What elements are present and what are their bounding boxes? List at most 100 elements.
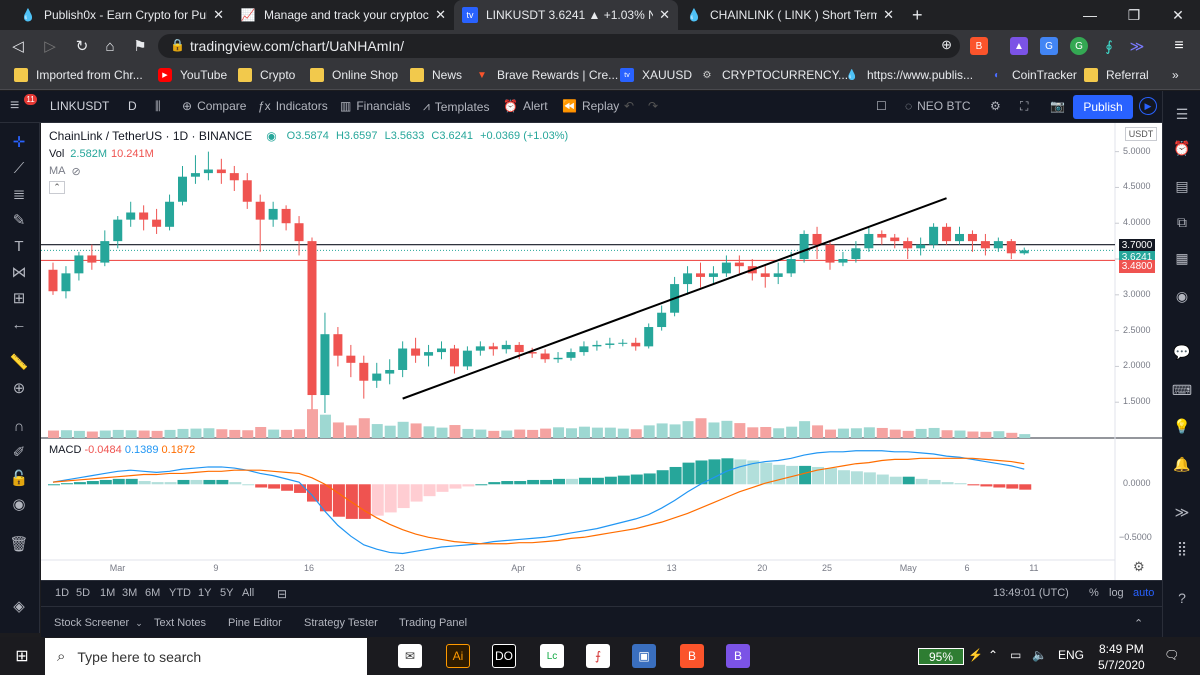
calendar-icon[interactable]: ▦ (1175, 249, 1189, 266)
clock[interactable]: 13:49:01 (UTC) (993, 587, 1069, 599)
close-window-icon[interactable]: ✕ (1172, 6, 1184, 23)
percent-toggle[interactable]: % (1089, 587, 1099, 599)
ruler-icon[interactable]: 📏 (9, 354, 29, 371)
prediction-icon[interactable]: ⊞ (12, 290, 26, 307)
bookmark-xauusd[interactable]: tv XAUUSD (620, 68, 692, 82)
currency-label[interactable]: USDT (1125, 127, 1157, 141)
layers-icon[interactable]: ◈ (13, 598, 25, 615)
zoom-icon[interactable]: ⊕ (941, 37, 952, 52)
log-toggle[interactable]: log (1109, 587, 1124, 599)
goto-date-icon[interactable]: ⊟ (277, 587, 288, 601)
tab-pine-editor[interactable]: Pine Editor (228, 617, 282, 629)
chart-type-icon[interactable]: ⫼ (155, 99, 161, 113)
close-icon[interactable]: ✕ (435, 7, 446, 22)
bookmark-news[interactable]: News (410, 68, 462, 82)
price-chart[interactable] (41, 123, 1162, 580)
publish-button[interactable]: Publish (1073, 95, 1133, 119)
fullscreen-icon[interactable]: ⛶ (1020, 99, 1029, 113)
language-indicator[interactable]: ENG (1058, 648, 1085, 662)
close-icon[interactable]: ✕ (213, 7, 224, 22)
alerts-clock-icon[interactable]: ⏰ (1173, 139, 1191, 156)
fib-icon[interactable]: ≣ (12, 186, 26, 203)
translate-icon[interactable]: G (1040, 37, 1058, 55)
layout-icon[interactable]: ☐ (876, 99, 887, 113)
legend-collapse[interactable]: ⌃ (49, 179, 572, 195)
sidebar-toggle-icon[interactable]: ◁ (12, 38, 24, 55)
lock-draw-icon[interactable]: ✐ (12, 444, 26, 461)
menu-icon[interactable]: ≡ (1174, 37, 1184, 54)
range-1y[interactable]: 1Y (198, 587, 212, 599)
hotlist-icon[interactable]: ⧉ (1177, 213, 1187, 230)
text-icon[interactable]: T (14, 237, 24, 255)
windows-start-icon[interactable]: ⊞ (15, 648, 29, 665)
extension-icon[interactable]: ∮ (1105, 37, 1113, 54)
range-5d[interactable]: 5D (76, 587, 91, 599)
close-icon[interactable]: ✕ (659, 7, 670, 22)
alert-button[interactable]: ⏰ Alert (503, 99, 548, 113)
grammarly-icon[interactable]: G (1070, 37, 1088, 55)
bookmark-crypto[interactable]: Crypto (238, 68, 295, 82)
range-1m[interactable]: 1M (100, 587, 116, 599)
dom-icon[interactable]: ⣿ (1176, 539, 1188, 556)
bookmark-cryptocurrency[interactable]: ⚙ CRYPTOCURRENCY... (700, 68, 849, 82)
brush-icon[interactable]: ✎ (12, 212, 26, 229)
eye-off-icon[interactable]: ⊘ (71, 165, 81, 178)
battery-icon[interactable]: ▭ (1010, 648, 1022, 662)
close-icon[interactable]: ✕ (883, 7, 894, 22)
replay-button[interactable]: ⏪ Replay (562, 99, 619, 113)
bookmark-brave-rewards[interactable]: ▼ Brave Rewards | Cre... (475, 68, 618, 82)
bookmark-youtube[interactable]: ▶ YouTube (158, 68, 227, 82)
undo-icon[interactable]: ↶ (624, 99, 635, 113)
range-ytd[interactable]: YTD (169, 587, 191, 599)
lc-icon[interactable]: Lc (540, 644, 564, 668)
restore-icon[interactable]: ❐ (1127, 6, 1141, 23)
range-5y[interactable]: 5Y (220, 587, 234, 599)
tab-text-notes[interactable]: Text Notes (154, 617, 206, 629)
play-icon[interactable]: ▶ (1139, 97, 1157, 115)
bookmark-referral[interactable]: Referral (1084, 68, 1149, 82)
interval-selector[interactable]: D (128, 99, 137, 113)
new-tab-button[interactable]: + (912, 4, 923, 25)
battery-indicator[interactable]: 95% (918, 648, 964, 665)
crosshair-icon[interactable]: ✛ (12, 134, 26, 151)
url-bar[interactable]: 🔒 tradingview.com/chart/UaNHAmIn/ ⊕ (158, 34, 960, 58)
settings-icon[interactable]: ⚙ (1133, 559, 1145, 574)
chevron-up-icon[interactable]: ⌃ (1134, 618, 1144, 630)
magnet-icon[interactable]: ∩ (13, 417, 25, 435)
auto-toggle[interactable]: auto (1133, 587, 1155, 599)
settings-icon[interactable]: ⚙ (990, 99, 1001, 113)
watchlist-icon[interactable]: ☰ (1175, 105, 1189, 122)
extension-icon[interactable]: ≫ (1129, 37, 1145, 54)
home-icon[interactable]: ⌂ (105, 37, 115, 55)
tv-menu-icon[interactable]: ≡ (10, 97, 20, 114)
brave-shield-icon[interactable]: B (970, 37, 988, 55)
trash-icon[interactable]: 🗑 (9, 536, 29, 553)
financials-button[interactable]: ▥ Financials (340, 99, 410, 113)
tab-stock-screener[interactable]: Stock Screener ⌄ (54, 617, 143, 629)
eye-icon[interactable]: ◉ (12, 496, 26, 513)
help-icon[interactable]: ? (1178, 590, 1186, 606)
compare-button[interactable]: ⊕ Compare (182, 99, 246, 113)
app-icon[interactable]: DO (492, 644, 516, 668)
symbol-search[interactable]: LINKUSDT (50, 99, 110, 113)
bookmark-cointracker[interactable]: ◐ CoinTracker (990, 68, 1077, 82)
action-center-icon[interactable]: 🗨 (1164, 648, 1180, 662)
collapse-icon[interactable]: ⌃ (49, 180, 65, 194)
chart-area[interactable]: ChainLink / TetherUS · 1D · BINANCE ◉ O3… (41, 123, 1162, 580)
range-6m[interactable]: 6M (145, 587, 161, 599)
browser-tab-publish0x[interactable]: 💧 Publish0x - Earn Crypto for Publish ✕ (12, 0, 232, 30)
streams-icon[interactable]: ⌨ (1171, 381, 1193, 398)
symbol-title[interactable]: ChainLink / TetherUS · 1D · BINANCE (49, 129, 253, 143)
camera-icon[interactable]: 📷 (1050, 99, 1065, 113)
pattern-icon[interactable]: ⋈ (11, 264, 27, 281)
brave-beta-icon[interactable]: B (726, 644, 750, 668)
bookmark-icon[interactable]: ⚑ (133, 38, 147, 55)
chat-icon[interactable]: 💬 (1173, 343, 1191, 360)
data-window-icon[interactable]: ▤ (1175, 177, 1189, 194)
range-all[interactable]: All (242, 587, 255, 599)
tab-trading-panel[interactable]: Trading Panel (399, 617, 468, 629)
browser-tab-chainlink[interactable]: 💧 CHAINLINK ( LINK ) Short Term Pri ✕ (678, 0, 902, 30)
remote-desktop-icon[interactable]: ▣ (632, 644, 656, 668)
zoom-in-icon[interactable]: ⊕ (12, 380, 26, 397)
illustrator-icon[interactable]: Ai (446, 644, 470, 668)
